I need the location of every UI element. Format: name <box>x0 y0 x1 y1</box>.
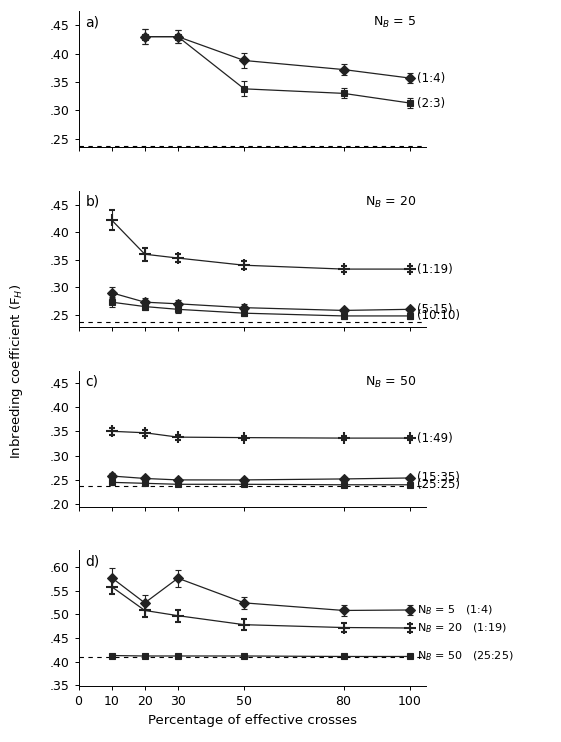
Text: (1:19): (1:19) <box>417 263 453 275</box>
Text: (5:15): (5:15) <box>417 303 452 316</box>
Text: c): c) <box>85 375 99 389</box>
Text: (2:3): (2:3) <box>417 96 445 110</box>
Text: N$_B$ = 5   (1:4): N$_B$ = 5 (1:4) <box>417 603 493 617</box>
Text: (1:49): (1:49) <box>417 432 453 444</box>
Text: N$_B$ = 5: N$_B$ = 5 <box>373 16 416 30</box>
Text: b): b) <box>85 195 100 209</box>
Text: N$_B$ = 20   (1:19): N$_B$ = 20 (1:19) <box>417 621 507 635</box>
Text: (15:35): (15:35) <box>417 471 459 485</box>
Text: N$_B$ = 20: N$_B$ = 20 <box>365 195 416 210</box>
Text: d): d) <box>85 554 100 568</box>
Text: (10:10): (10:10) <box>417 309 460 323</box>
Text: Inbreeding coefficient (F$_H$): Inbreeding coefficient (F$_H$) <box>8 283 25 459</box>
Text: (25:25): (25:25) <box>417 479 460 491</box>
X-axis label: Percentage of effective crosses: Percentage of effective crosses <box>148 714 357 727</box>
Text: a): a) <box>85 16 99 29</box>
Text: (1:4): (1:4) <box>417 71 445 85</box>
Text: N$_B$ = 50   (25:25): N$_B$ = 50 (25:25) <box>417 650 513 663</box>
Text: N$_B$ = 50: N$_B$ = 50 <box>365 375 416 390</box>
